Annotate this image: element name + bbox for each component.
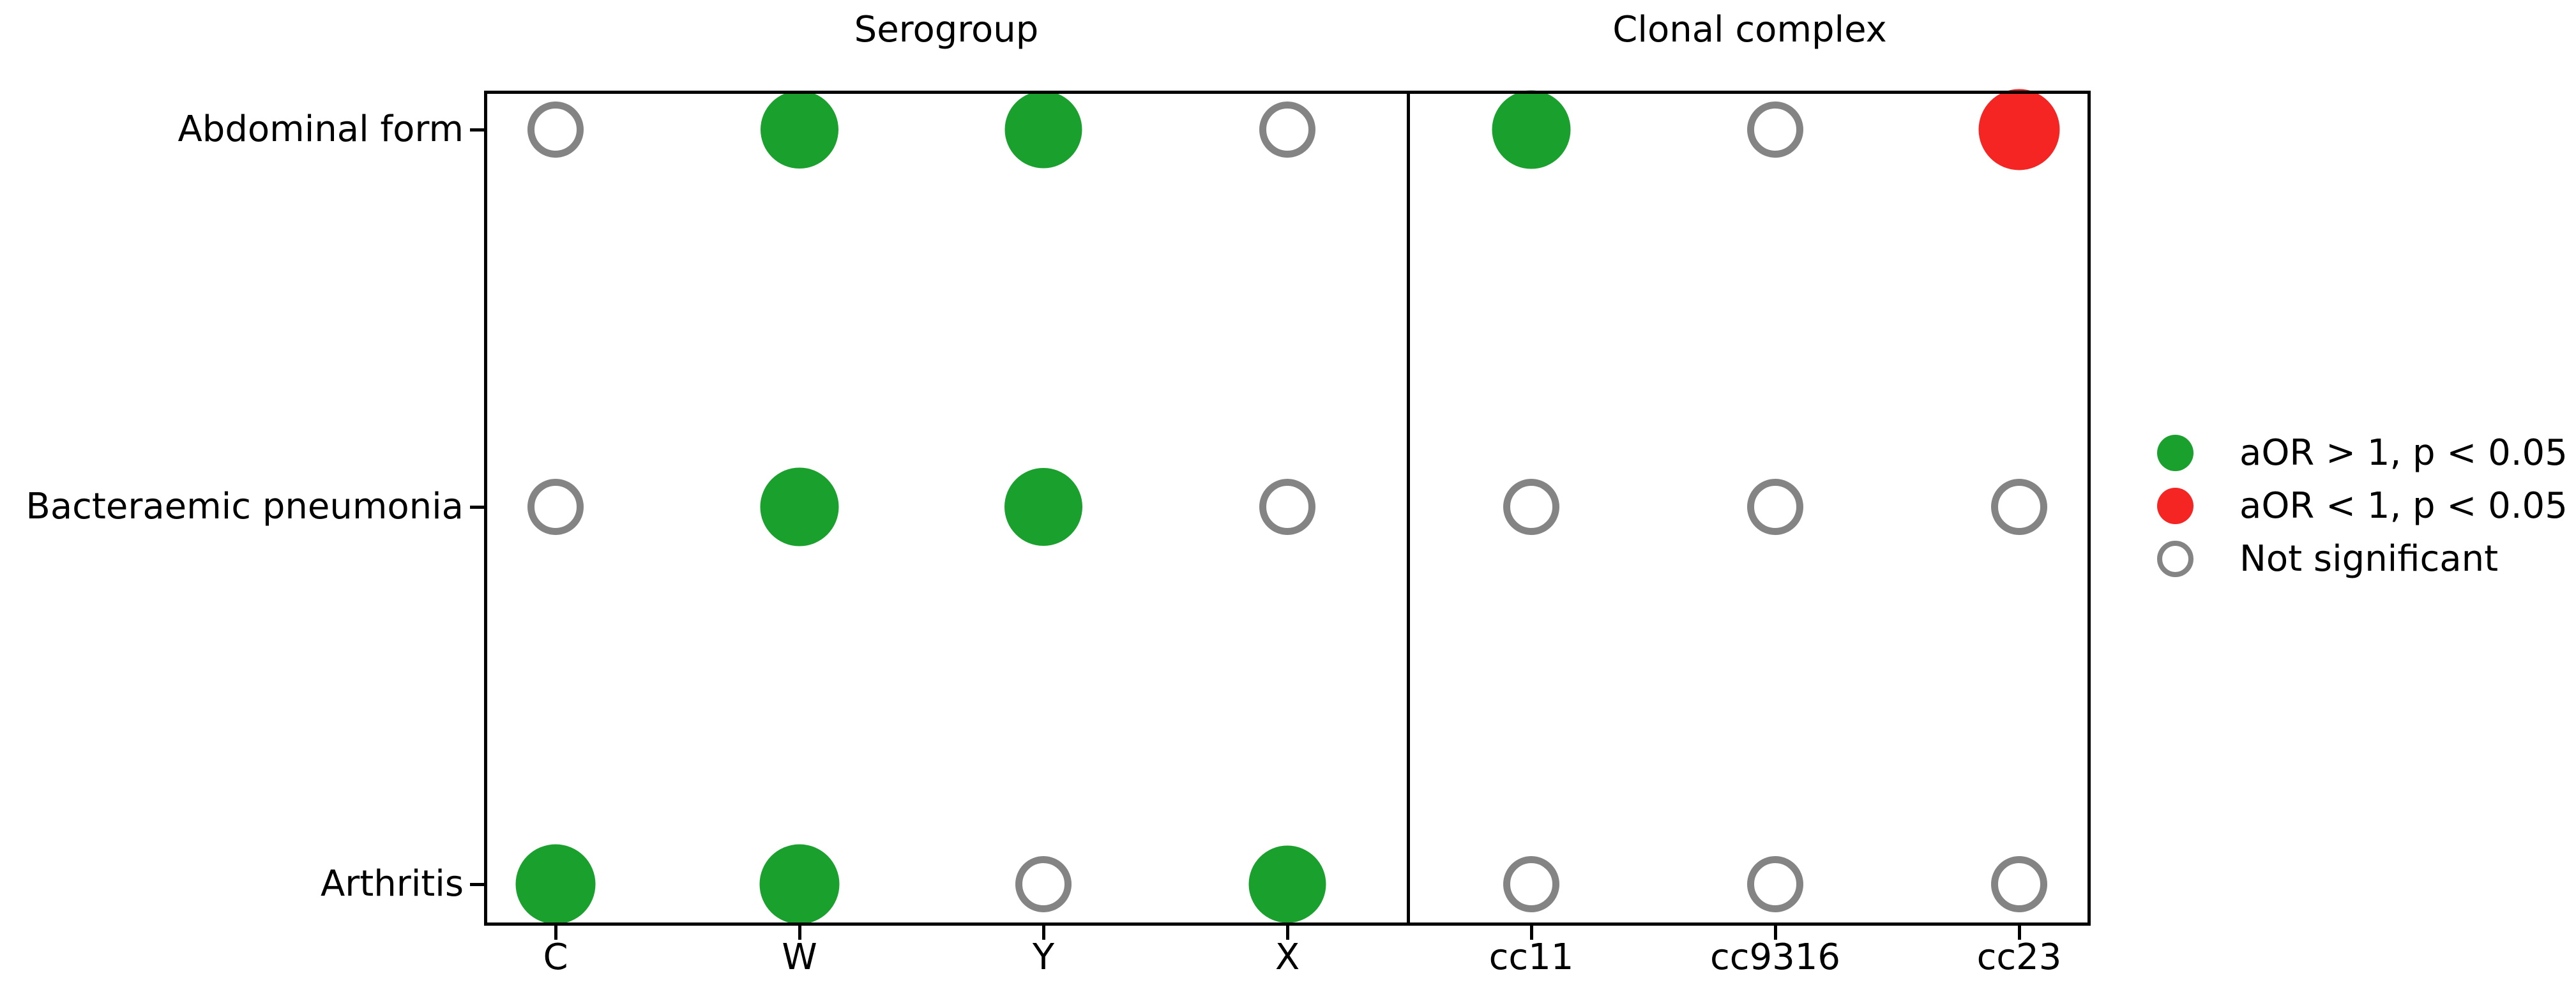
legend-label-negative: aOR < 1, p < 0.05 xyxy=(2239,485,2568,527)
panel-divider xyxy=(1407,91,1410,926)
dot-bacteraemic-pneumonia-cc11 xyxy=(1503,479,1559,535)
dot-arthritis-cc23 xyxy=(1991,856,2047,912)
dot-arthritis-c xyxy=(515,844,596,924)
legend-marker-not-significant-icon xyxy=(2157,541,2193,577)
dot-arthritis-y xyxy=(1015,856,1072,912)
y-tick-bacteraemic-pneumonia xyxy=(470,506,484,509)
legend-item-positive: aOR > 1, p < 0.05 xyxy=(2157,426,2568,479)
col-label-w: W xyxy=(782,937,817,978)
legend: aOR > 1, p < 0.05 aOR < 1, p < 0.05 Not … xyxy=(2157,426,2568,585)
dot-bacteraemic-pneumonia-cc9316 xyxy=(1747,479,1803,535)
row-label-arthritis: Arthritis xyxy=(320,863,464,905)
panel-title-clonal-complex: Clonal complex xyxy=(1612,9,1887,50)
dot-abdominal-form-w xyxy=(761,91,838,169)
dot-bacteraemic-pneumonia-cc23 xyxy=(1991,479,2047,535)
panel-title-serogroup: Serogroup xyxy=(854,9,1039,50)
dot-arthritis-cc11 xyxy=(1503,856,1559,912)
legend-item-not-significant: Not significant xyxy=(2157,532,2568,585)
legend-marker-negative-icon xyxy=(2157,488,2193,524)
x-tick-x xyxy=(1286,924,1289,940)
col-label-x: X xyxy=(1275,937,1300,978)
dot-abdominal-form-cc23 xyxy=(1978,89,2060,170)
x-tick-y xyxy=(1042,924,1045,940)
x-tick-cc9316 xyxy=(1774,924,1777,940)
y-tick-abdominal-form xyxy=(470,128,484,132)
legend-label-positive: aOR > 1, p < 0.05 xyxy=(2239,432,2568,474)
row-label-bacteraemic-pneumonia: Bacteraemic pneumonia xyxy=(26,486,464,527)
dot-arthritis-cc9316 xyxy=(1747,856,1803,912)
col-label-cc23: cc23 xyxy=(1976,937,2062,978)
legend-item-negative: aOR < 1, p < 0.05 xyxy=(2157,479,2568,532)
col-label-y: Y xyxy=(1032,937,1055,978)
row-label-abdominal-form: Abdominal form xyxy=(178,109,464,150)
x-tick-c xyxy=(554,924,557,940)
dot-abdominal-form-cc9316 xyxy=(1747,102,1803,158)
x-tick-w xyxy=(798,924,801,940)
x-tick-cc23 xyxy=(2018,924,2021,940)
dot-abdominal-form-cc11 xyxy=(1492,90,1571,169)
legend-label-not-significant: Not significant xyxy=(2239,538,2499,580)
dot-abdominal-form-x xyxy=(1259,102,1315,158)
dot-arthritis-x xyxy=(1248,845,1326,923)
col-label-cc9316: cc9316 xyxy=(1709,937,1841,978)
x-tick-cc11 xyxy=(1530,924,1533,940)
dot-bacteraemic-pneumonia-w xyxy=(760,467,839,546)
dot-abdominal-form-c xyxy=(527,102,584,158)
dot-bacteraemic-pneumonia-x xyxy=(1259,479,1315,535)
dot-abdominal-form-y xyxy=(1004,91,1082,169)
dot-arthritis-w xyxy=(759,844,840,924)
col-label-c: C xyxy=(543,937,568,978)
col-label-cc11: cc11 xyxy=(1489,937,1574,978)
dot-bacteraemic-pneumonia-y xyxy=(1004,468,1082,546)
y-tick-arthritis xyxy=(470,883,484,886)
dot-bacteraemic-pneumonia-c xyxy=(527,479,584,535)
legend-marker-positive-icon xyxy=(2157,435,2193,471)
